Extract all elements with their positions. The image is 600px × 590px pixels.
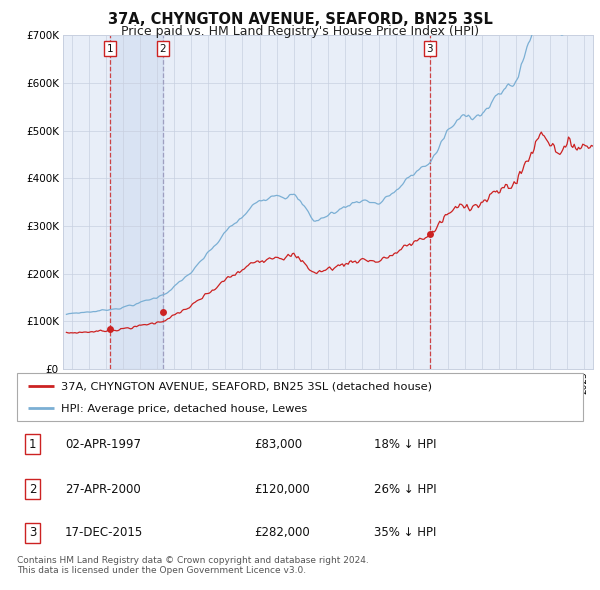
Text: 3: 3 [427, 44, 433, 54]
Text: 3: 3 [29, 526, 37, 539]
FancyBboxPatch shape [17, 373, 583, 421]
Bar [110, 35, 163, 369]
Text: 1: 1 [29, 438, 37, 451]
Text: 18% ↓ HPI: 18% ↓ HPI [374, 438, 436, 451]
Text: 37A, CHYNGTON AVENUE, SEAFORD, BN25 3SL: 37A, CHYNGTON AVENUE, SEAFORD, BN25 3SL [107, 12, 493, 27]
Text: 2: 2 [160, 44, 166, 54]
Text: 17-DEC-2015: 17-DEC-2015 [65, 526, 143, 539]
Point [425, 230, 434, 239]
Point [158, 307, 167, 316]
Text: 02-APR-1997: 02-APR-1997 [65, 438, 141, 451]
Text: 26% ↓ HPI: 26% ↓ HPI [374, 483, 436, 496]
Text: Price paid vs. HM Land Registry's House Price Index (HPI): Price paid vs. HM Land Registry's House … [121, 25, 479, 38]
Text: Contains HM Land Registry data © Crown copyright and database right 2024.: Contains HM Land Registry data © Crown c… [17, 556, 368, 565]
Text: 37A, CHYNGTON AVENUE, SEAFORD, BN25 3SL (detached house): 37A, CHYNGTON AVENUE, SEAFORD, BN25 3SL … [61, 382, 432, 392]
Text: This data is licensed under the Open Government Licence v3.0.: This data is licensed under the Open Gov… [17, 566, 306, 575]
Text: 35% ↓ HPI: 35% ↓ HPI [374, 526, 436, 539]
Text: 2: 2 [29, 483, 37, 496]
Text: £83,000: £83,000 [254, 438, 303, 451]
Text: HPI: Average price, detached house, Lewes: HPI: Average price, detached house, Lewe… [61, 404, 307, 414]
Text: 27-APR-2000: 27-APR-2000 [65, 483, 140, 496]
Text: £282,000: £282,000 [254, 526, 310, 539]
Point [105, 324, 115, 334]
Text: 1: 1 [107, 44, 113, 54]
Text: £120,000: £120,000 [254, 483, 310, 496]
